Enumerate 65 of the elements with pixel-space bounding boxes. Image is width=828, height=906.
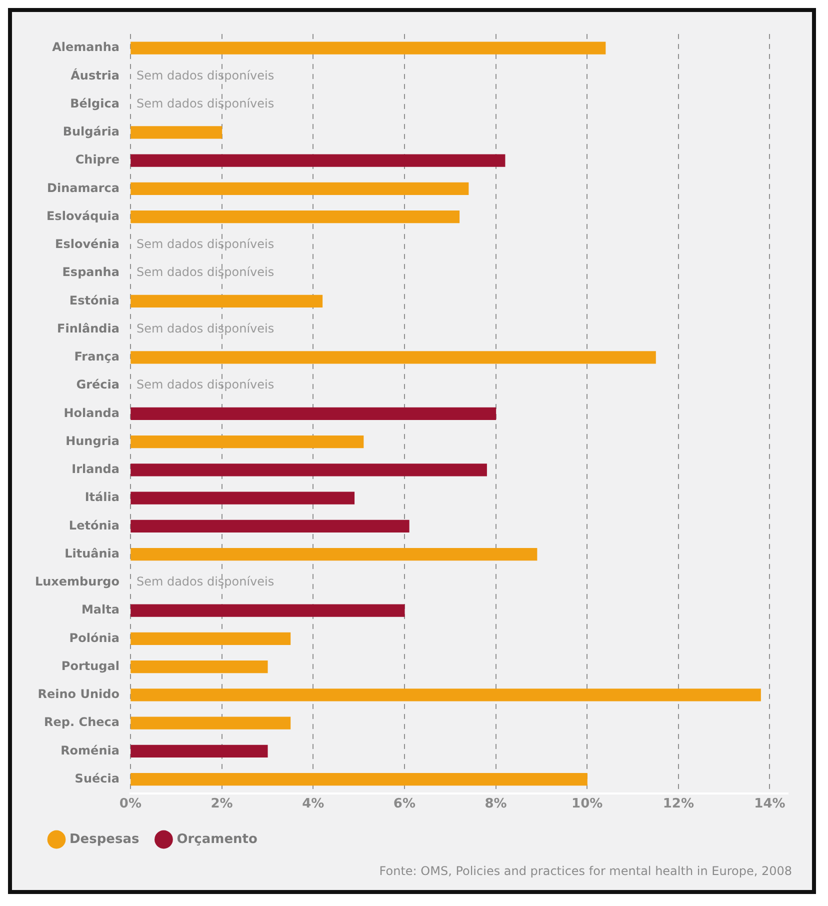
y-tick-label: Finlândia: [57, 321, 120, 336]
bar: [130, 773, 588, 786]
x-tick-label: 12%: [662, 796, 694, 812]
bar: [130, 548, 538, 561]
y-tick-label: Áustria: [70, 67, 120, 82]
y-tick-label: Itália: [84, 490, 120, 504]
bar: [130, 182, 469, 196]
y-tick-label: Eslováquia: [46, 208, 120, 223]
bar: [130, 520, 410, 533]
y-tick-label: Portugal: [61, 658, 120, 673]
y-tick-label: Polónia: [69, 630, 120, 645]
y-tick-label: Dinamarca: [47, 180, 120, 195]
bar: [130, 210, 460, 224]
y-tick-label: Bélgica: [70, 96, 120, 110]
y-tick-label: Reino Unido: [38, 687, 120, 702]
annotation: Sem dados disponíveis: [136, 237, 274, 252]
bar: [130, 744, 268, 758]
y-tick-label: Irlanda: [72, 462, 120, 476]
bar: [130, 294, 323, 308]
bar: [130, 604, 405, 617]
y-tick-label: Grécia: [76, 378, 120, 392]
bar: [130, 716, 291, 730]
bar: [130, 126, 222, 139]
bar: [130, 688, 761, 702]
annotation: Sem dados disponíveis: [136, 96, 274, 110]
x-tick-label: 10%: [572, 796, 603, 812]
y-tick-label: Lituânia: [64, 546, 120, 560]
bar: [130, 407, 496, 420]
y-tick-label: Alemanha: [52, 40, 120, 54]
annotation: Sem dados disponíveis: [136, 265, 274, 280]
annotation: Sem dados disponíveis: [136, 378, 274, 392]
bar: [130, 492, 355, 504]
bar: [130, 42, 606, 54]
x-tick-label: 4%: [302, 796, 324, 812]
y-tick-label: Roménia: [60, 743, 120, 758]
y-tick-label: Rep. Checa: [44, 715, 120, 730]
y-tick-label: Letónia: [68, 518, 120, 532]
bar: [130, 351, 656, 364]
annotation: Sem dados disponíveis: [136, 321, 274, 336]
bar: [130, 464, 487, 476]
bar: [130, 660, 268, 674]
y-tick-label: Malta: [81, 602, 120, 617]
y-tick-label: Hungria: [66, 434, 120, 448]
x-tick-label: 6%: [393, 796, 416, 812]
y-tick-label: Espanha: [62, 265, 120, 280]
x-tick-label: 14%: [754, 796, 786, 812]
y-tick-label: Luxemburgo: [34, 574, 120, 589]
y-tick-label: Bulgária: [62, 124, 120, 139]
y-tick-label: Suécia: [74, 771, 120, 786]
y-tick-label: França: [74, 350, 120, 364]
y-tick-label: Chipre: [75, 152, 120, 167]
legend-label: Despesas: [70, 832, 140, 847]
y-tick-label: Holanda: [64, 406, 120, 420]
y-tick-label: Eslovénia: [55, 237, 120, 252]
y-tick-label: Estónia: [69, 293, 120, 308]
bar: [130, 632, 291, 646]
x-tick-label: 0%: [119, 796, 142, 812]
x-tick-label: 2%: [210, 796, 233, 812]
bar: [130, 154, 506, 167]
legend-label: Orçamento: [176, 832, 258, 847]
source-note: Fonte: OMS, Policies and practices for mental health in Europe, 2008: [379, 864, 792, 878]
x-tick-label: 8%: [484, 796, 507, 812]
bar: [130, 435, 364, 448]
annotation: Sem dados disponíveis: [136, 574, 274, 589]
annotation: Sem dados disponíveis: [136, 68, 274, 82]
